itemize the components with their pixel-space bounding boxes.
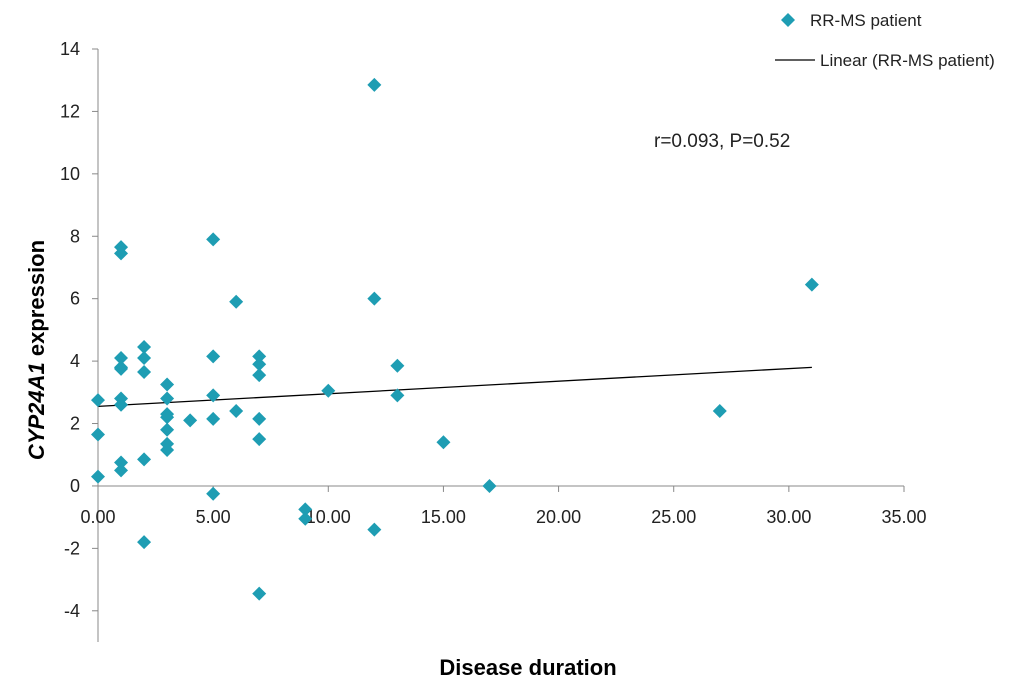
data-point [137,365,152,380]
data-point [321,383,336,398]
trendline [97,366,812,408]
data-point [252,586,267,601]
data-point [298,502,313,517]
data-point [367,77,382,92]
data-point [160,422,175,437]
x-axis-title: Disease duration [439,655,616,677]
data-point [160,443,175,458]
data-point [206,388,221,403]
data-point [137,340,152,355]
data-point [91,427,105,442]
data-point [114,350,129,365]
trendline-layer [97,366,812,408]
data-point [252,368,267,383]
data-point [252,411,267,426]
data-point [206,486,221,501]
data-point [137,535,152,550]
data-point [114,455,129,470]
data-point [804,277,819,292]
x-tick-label: 10.00 [306,507,351,527]
x-tick-label: 30.00 [766,507,811,527]
x-tick-label: 35.00 [881,507,926,527]
y-axis-title-rest: expression [24,240,49,362]
legend-marker-diamond [781,13,795,27]
y-axis-title-italic: CYP24A1 [24,362,49,460]
data-point [91,393,105,408]
annotation-text: r=0.093, P=0.52 [654,131,790,152]
y-axis-title: CYP24A1 expression [24,240,49,460]
data-point [206,232,221,247]
y-tick-label: 4 [70,351,80,371]
data-point [229,404,244,419]
x-tick-label: 15.00 [421,507,466,527]
data-point [114,246,129,261]
y-tick-label: -4 [64,601,80,621]
legend-label-scatter: RR-MS patient [810,11,922,30]
data-point [390,358,405,373]
data-point [436,435,451,450]
y-tick-label: 8 [70,226,80,246]
y-tick-label: 6 [70,289,80,309]
data-point [160,377,175,392]
x-tick-label: 20.00 [536,507,581,527]
data-point [160,391,175,406]
data-point [160,410,175,425]
data-point [252,357,267,372]
data-point [206,349,221,364]
data-point [390,388,405,403]
legend: RR-MS patient Linear (RR-MS patient) [775,11,995,70]
y-tick-label: 2 [70,414,80,434]
data-point [712,404,727,419]
data-point [298,511,313,526]
data-point [137,350,152,365]
x-tick-label: 0.00 [80,507,115,527]
y-tick-label: -2 [64,538,80,558]
data-point [252,349,267,364]
data-point [114,463,129,478]
data-point [252,432,267,447]
y-tick-label: 10 [60,164,80,184]
x-tick-label: 5.00 [196,507,231,527]
data-point [91,469,105,484]
y-tick-label: 0 [70,476,80,496]
data-point [367,291,382,306]
data-point [482,478,497,493]
data-point [114,397,129,412]
data-point [114,361,129,376]
data-point [367,522,382,537]
data-point [183,413,198,428]
data-point [206,411,221,426]
legend-label-trend: Linear (RR-MS patient) [820,51,995,70]
data-point [137,452,152,467]
y-tick-labels: -4 -2 0 2 4 6 8 10 12 14 [60,39,80,621]
data-point [229,294,244,309]
y-tick-label: 14 [60,39,80,59]
x-tick-labels: 0.00 5.00 10.00 15.00 20.00 25.00 30.00 35.00 [80,507,926,527]
x-tick-label: 25.00 [651,507,696,527]
data-points [91,77,819,601]
y-tick-label: 12 [60,101,80,121]
